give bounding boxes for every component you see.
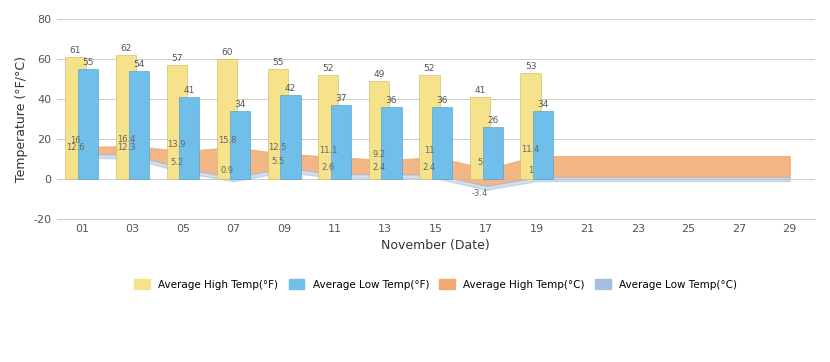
Text: 55: 55	[82, 58, 94, 67]
Bar	[230, 111, 250, 179]
Text: 34: 34	[234, 100, 246, 109]
Bar	[382, 107, 402, 179]
Text: 61: 61	[70, 46, 81, 55]
Text: 13.9: 13.9	[168, 140, 186, 149]
Text: 16.4: 16.4	[117, 135, 135, 144]
Text: 41: 41	[474, 86, 486, 95]
Bar	[179, 97, 199, 179]
Text: 34: 34	[538, 100, 549, 109]
Text: 11: 11	[424, 146, 435, 155]
Text: 26: 26	[487, 116, 498, 125]
Text: 5.5: 5.5	[271, 157, 285, 166]
Text: 12.3: 12.3	[117, 143, 135, 152]
Text: 54: 54	[133, 60, 144, 69]
Text: 57: 57	[171, 54, 183, 63]
Text: 9.2: 9.2	[373, 150, 385, 159]
Text: 52: 52	[424, 64, 435, 73]
Bar	[66, 57, 85, 179]
Bar	[78, 69, 98, 179]
Text: 36: 36	[437, 96, 448, 105]
Bar	[432, 107, 452, 179]
Bar	[419, 75, 440, 179]
Text: 60: 60	[222, 48, 233, 57]
Bar	[482, 127, 503, 179]
Bar	[331, 105, 351, 179]
Text: 2.6: 2.6	[322, 163, 335, 172]
Text: 2.4: 2.4	[423, 163, 436, 172]
Bar	[470, 97, 491, 179]
Text: 2.4: 2.4	[373, 163, 385, 172]
Text: -3.4: -3.4	[472, 189, 488, 198]
Text: 37: 37	[335, 94, 347, 103]
Text: 11.1: 11.1	[320, 146, 338, 155]
Text: 36: 36	[386, 96, 398, 105]
Bar	[116, 55, 136, 179]
Legend: Average High Temp(°F), Average Low Temp(°F), Average High Temp(°C), Average Low : Average High Temp(°F), Average Low Temp(…	[130, 275, 741, 294]
Bar	[369, 81, 389, 179]
Text: 11.4: 11.4	[521, 145, 540, 154]
Text: 1: 1	[528, 166, 533, 175]
Text: 12.5: 12.5	[269, 143, 287, 152]
Text: 52: 52	[323, 64, 334, 73]
Text: 5.2: 5.2	[170, 157, 183, 167]
Bar	[318, 75, 339, 179]
Text: 15.8: 15.8	[218, 136, 237, 146]
Bar	[217, 59, 237, 179]
Text: 62: 62	[120, 44, 132, 53]
Bar	[267, 69, 288, 179]
Bar	[533, 111, 554, 179]
Bar	[167, 65, 187, 179]
Text: 12.6: 12.6	[66, 143, 85, 152]
Y-axis label: Temperature (°F/°C): Temperature (°F/°C)	[15, 56, 28, 182]
Text: 55: 55	[272, 58, 284, 67]
Text: 49: 49	[374, 70, 384, 79]
X-axis label: November (Date): November (Date)	[382, 239, 491, 252]
Text: 5: 5	[477, 158, 482, 167]
Text: 53: 53	[525, 62, 536, 71]
Text: 42: 42	[285, 84, 296, 93]
Bar	[520, 73, 540, 179]
Text: 41: 41	[183, 86, 195, 95]
Bar	[129, 71, 149, 179]
Text: 16: 16	[71, 136, 81, 145]
Text: 0.9: 0.9	[221, 166, 234, 175]
Bar	[281, 95, 300, 179]
